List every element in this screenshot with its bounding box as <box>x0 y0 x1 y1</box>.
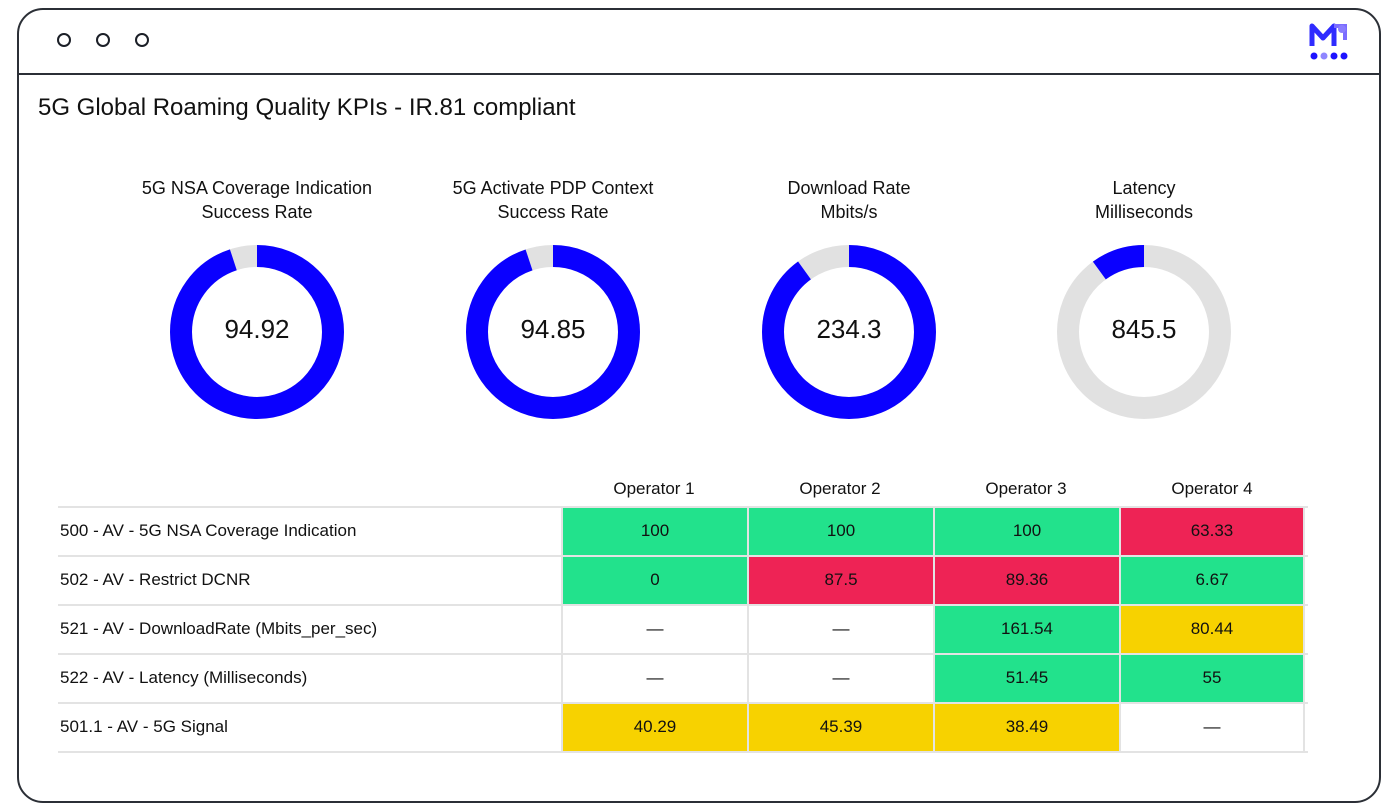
donut-value-arc <box>1057 245 1231 419</box>
donut-svg <box>762 245 936 419</box>
kpi-value: 234.3 <box>816 314 882 344</box>
kpi-title-line-2: Success Rate <box>201 202 313 222</box>
kpi-title-line-2: Mbits/s <box>820 202 878 222</box>
kpi-value: 94.85 <box>520 314 586 344</box>
kpi-value: 94.92 <box>224 314 290 344</box>
row-label: 522 - AV - Latency (Milliseconds) <box>60 668 308 687</box>
kpi-cell: 38.49 <box>933 704 1119 751</box>
column-header-operator-2: Operator 2 <box>799 479 881 498</box>
kpi-cell: 100 <box>933 508 1119 555</box>
kpi-title-line-1: 5G NSA Coverage Indication <box>141 178 373 198</box>
donut-svg <box>466 245 640 419</box>
kpi-card: Download Rate Mbits/s 234.3 <box>709 176 989 422</box>
brand-logo-icon <box>1309 23 1348 60</box>
column-header-operator-4: Operator 4 <box>1171 479 1253 498</box>
kpi-cell: 51.45 <box>933 655 1119 702</box>
kpi-cell: — <box>1119 704 1305 751</box>
kpi-title-line-1: Download Rate <box>787 178 911 198</box>
kpi-title: Download Rate Mbits/s <box>709 176 989 224</box>
table-body: 500 - AV - 5G NSA Coverage Indication 100… <box>58 506 1308 753</box>
column-header-operator-3: Operator 3 <box>985 479 1067 498</box>
kpi-title: Latency Milliseconds <box>1004 176 1284 224</box>
kpi-donut: 94.92 <box>167 242 347 422</box>
kpi-title-line-1: Latency <box>1112 178 1176 198</box>
donut-svg <box>170 245 344 419</box>
kpi-cell: 40.29 <box>561 704 747 751</box>
donut-svg <box>1057 245 1231 419</box>
row-label: 500 - AV - 5G NSA Coverage Indication <box>60 521 357 540</box>
kpi-cell: 6.67 <box>1119 557 1305 604</box>
kpi-cell: 100 <box>747 508 933 555</box>
row-label: 501.1 - AV - 5G Signal <box>60 717 228 736</box>
kpi-cell: 100 <box>561 508 747 555</box>
table-row: 521 - AV - DownloadRate (Mbits_per_sec) —… <box>58 606 1308 655</box>
table-row: 500 - AV - 5G NSA Coverage Indication 100… <box>58 508 1308 557</box>
table-row: 501.1 - AV - 5G Signal 40.29 45.39 38.49— <box>58 704 1308 753</box>
kpi-donut: 94.85 <box>463 242 643 422</box>
kpi-title-line-1: 5G Activate PDP Context <box>452 178 654 198</box>
kpi-title-line-2: Success Rate <box>497 202 609 222</box>
donut-value-arc <box>170 245 344 419</box>
kpi-cell: 0 <box>561 557 747 604</box>
page-title: 5G Global Roaming Quality KPIs - IR.81 c… <box>38 94 576 121</box>
kpi-title: 5G Activate PDP Context Success Rate <box>413 176 693 224</box>
window-control-dot-2[interactable] <box>96 33 110 47</box>
kpi-card: 5G NSA Coverage Indication Success Rate 94… <box>117 176 397 422</box>
window-control-dot-1[interactable] <box>57 33 71 47</box>
kpi-cell: — <box>747 606 933 653</box>
kpi-cell: — <box>561 606 747 653</box>
operator-kpi-table: Operator 1 Operator 2 Operator 3 Operato… <box>58 472 1308 753</box>
kpi-cell: — <box>747 655 933 702</box>
kpi-card: Latency Milliseconds 845.5 <box>1004 176 1284 422</box>
donut-value-arc <box>762 245 936 419</box>
kpi-title-line-2: Milliseconds <box>1094 202 1194 222</box>
table-row: 502 - AV - Restrict DCNR 0 87.5 89.36 6.67 <box>58 557 1308 606</box>
kpi-title: 5G NSA Coverage Indication Success Rate <box>117 176 397 224</box>
table-row: 522 - AV - Latency (Milliseconds) — —51.45… <box>58 655 1308 704</box>
kpi-cell: — <box>561 655 747 702</box>
kpi-cell: 80.44 <box>1119 606 1305 653</box>
donut-value-arc <box>466 245 640 419</box>
column-header-operator-1: Operator 1 <box>613 479 695 498</box>
kpi-cell: 87.5 <box>747 557 933 604</box>
row-label: 502 - AV - Restrict DCNR <box>60 570 251 589</box>
kpi-donut: 234.3 <box>759 242 939 422</box>
window-titlebar <box>19 10 1379 75</box>
row-label: 521 - AV - DownloadRate (Mbits_per_sec) <box>60 619 378 638</box>
kpi-cell: 161.54 <box>933 606 1119 653</box>
kpi-value: 845.5 <box>1111 314 1177 344</box>
table-header: Operator 1 Operator 2 Operator 3 Operato… <box>58 472 1308 506</box>
kpi-cell: 45.39 <box>747 704 933 751</box>
kpi-cell: 63.33 <box>1119 508 1305 555</box>
kpi-donut: 845.5 <box>1054 242 1234 422</box>
kpi-cell: 55 <box>1119 655 1305 702</box>
window-control-dot-3[interactable] <box>135 33 149 47</box>
kpi-card: 5G Activate PDP Context Success Rate 94.85 <box>413 176 693 422</box>
kpi-cell: 89.36 <box>933 557 1119 604</box>
